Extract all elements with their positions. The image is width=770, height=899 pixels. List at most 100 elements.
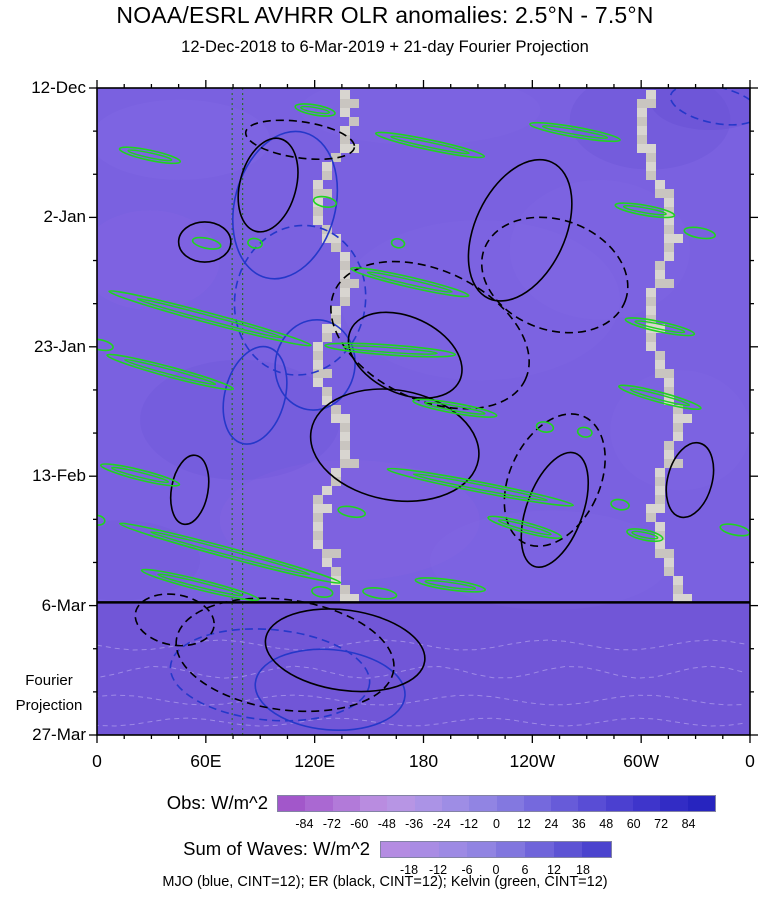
missing-data-band [637,144,656,153]
missing-data-band [313,531,323,540]
er-wave-contour [503,413,606,548]
missing-data-band [313,351,323,360]
er-wave-contour [177,221,232,263]
colorbar-box [409,842,439,857]
missing-data-band [340,108,350,117]
colorbar-tick-label: 48 [599,817,614,831]
missing-data-band [313,342,323,351]
kelvin-wave-contour [300,105,331,115]
faint-projection-contour [97,665,746,679]
colorbar-box [605,796,634,811]
anomaly-patch [219,460,480,581]
missing-data-band [340,297,350,306]
colorbar-box [582,842,611,857]
missing-data-band [664,225,674,234]
obs-colorbar-label: Obs: W/m^2 [166,792,268,813]
kelvin-wave-contour [529,121,621,143]
kelvin-wave-contour [97,514,106,526]
missing-data-band [646,342,656,351]
kelvin-wave-contour [374,131,486,159]
page-title: NOAA/ESRL AVHRR OLR anomalies: 2.5°N - 7… [116,2,654,28]
kelvin-wave-contour [99,463,181,487]
colorbar-tick-label: 60 [626,817,641,831]
kelvin-wave-contour [366,271,453,293]
er-wave-contour [665,441,715,519]
kelvin-wave-contour [97,338,114,352]
missing-data-band [637,108,647,117]
colorbar-box [469,796,497,811]
kelvin-wave-contour [683,226,716,240]
colorbar-tick-label: 0 [493,817,500,831]
kelvin-wave-contour [386,467,575,507]
colorbar-tick-label: -24 [432,817,451,831]
faint-projection-contour [97,717,746,727]
missing-data-band [655,477,665,486]
missing-data-band [322,162,332,171]
kelvin-wave-contour [150,531,311,576]
kelvin-wave-contour [414,577,486,593]
missing-data-band [637,135,647,144]
colorbar-tick-label: 12 [547,863,561,877]
y-axis-tick-label: 12-Dec [31,78,86,97]
colorbar-box [278,796,306,811]
kelvin-wave-contour [191,236,222,250]
missing-data-band [664,450,674,459]
kelvin-wave-contour [424,579,477,590]
colorbar-tick-label: 24 [544,817,559,831]
missing-data-band [646,162,656,171]
anomaly-patch [97,210,220,310]
kelvin-wave-contour [535,421,555,433]
missing-data-band [340,585,350,594]
missing-data-band [637,117,647,126]
kelvin-wave-contour [610,498,630,511]
missing-data-band [322,549,341,558]
missing-data-band [655,261,665,270]
kelvin-wave-contour [136,298,284,339]
kelvin-wave-contour [108,290,312,347]
kelvin-wave-contour [390,135,470,155]
missing-data-band [664,198,674,207]
colorbar-tick-label: -48 [377,817,396,831]
fourier-projection-field [97,602,750,735]
waves-colorbar-ticks: -18 -12 -6 0 6 12 18 [380,863,612,878]
colorbar-box [553,842,583,857]
missing-data-band [655,540,665,549]
colorbar-box [414,796,442,811]
kelvin-wave-contour [576,426,593,438]
missing-data-band [655,189,674,198]
colorbar-tick-label: 36 [571,817,586,831]
colorbar-box [359,796,388,811]
missing-data-band [664,387,674,396]
colorbar-box [578,796,606,811]
kelvin-wave-contour [111,466,170,484]
missing-data-band [664,378,674,387]
y-axis-tick-label: 27-Mar [32,725,86,744]
missing-data-band [340,288,350,297]
colorbar-tick-label: -12 [460,817,479,831]
missing-data-band [655,351,665,360]
missing-data-band [646,297,656,306]
kelvin-wave-contour [350,266,470,298]
kelvin-wave-contour [106,353,235,391]
missing-data-band [322,225,332,234]
missing-data-band [646,171,656,180]
colorbar-box [438,842,468,857]
hovmoller-plot [89,80,758,743]
anomaly-patch [340,219,621,381]
anomaly-patch [97,99,271,180]
kelvin-wave-contour [390,237,406,249]
mjo-contour [231,130,339,280]
missing-data-band [322,396,332,405]
missing-data-band [673,423,683,432]
legend-note: MJO (blue, CINT=12); ER (black, CINT=12)… [162,874,608,890]
colorbar-box [551,796,579,811]
kelvin-wave-contour [412,398,498,418]
missing-data-band [331,477,341,486]
missing-data-band [313,216,323,225]
missing-data-band [313,522,323,531]
missing-data-band [313,207,323,216]
missing-data-band [655,495,665,504]
er-wave-contour [309,388,480,503]
anomaly-patch [650,88,750,131]
